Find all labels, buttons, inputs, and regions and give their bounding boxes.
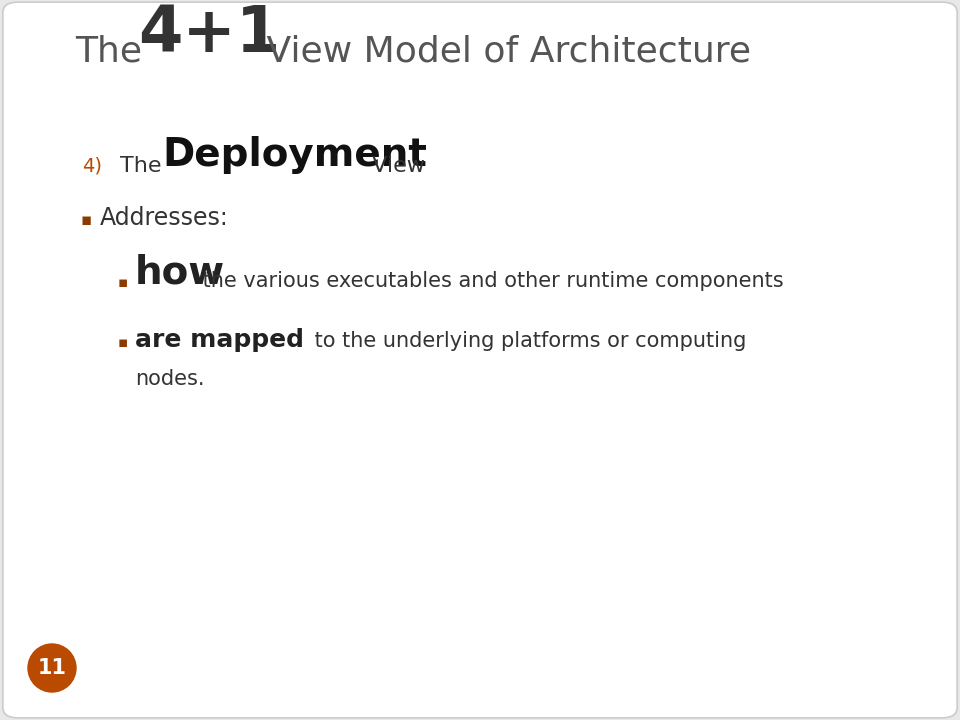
Text: The: The [75,35,154,69]
Text: Deployment: Deployment [162,136,427,174]
Text: the various executables and other runtime components: the various executables and other runtim… [196,271,783,291]
Text: ▪: ▪ [80,211,91,229]
Text: Addresses:: Addresses: [100,206,228,230]
Text: 4): 4) [82,157,102,176]
Text: View: View [365,156,425,176]
Text: The: The [120,156,169,176]
Text: View Model of Architecture: View Model of Architecture [255,35,751,69]
Text: are mapped: are mapped [135,328,304,352]
Text: ▪: ▪ [118,275,129,290]
Text: ▪: ▪ [118,335,129,350]
Text: 4+1: 4+1 [138,3,280,65]
Text: 11: 11 [37,658,66,678]
Circle shape [28,644,76,692]
Text: nodes.: nodes. [135,369,204,389]
Text: how: how [135,253,226,291]
Text: to the underlying platforms or computing: to the underlying platforms or computing [308,331,746,351]
